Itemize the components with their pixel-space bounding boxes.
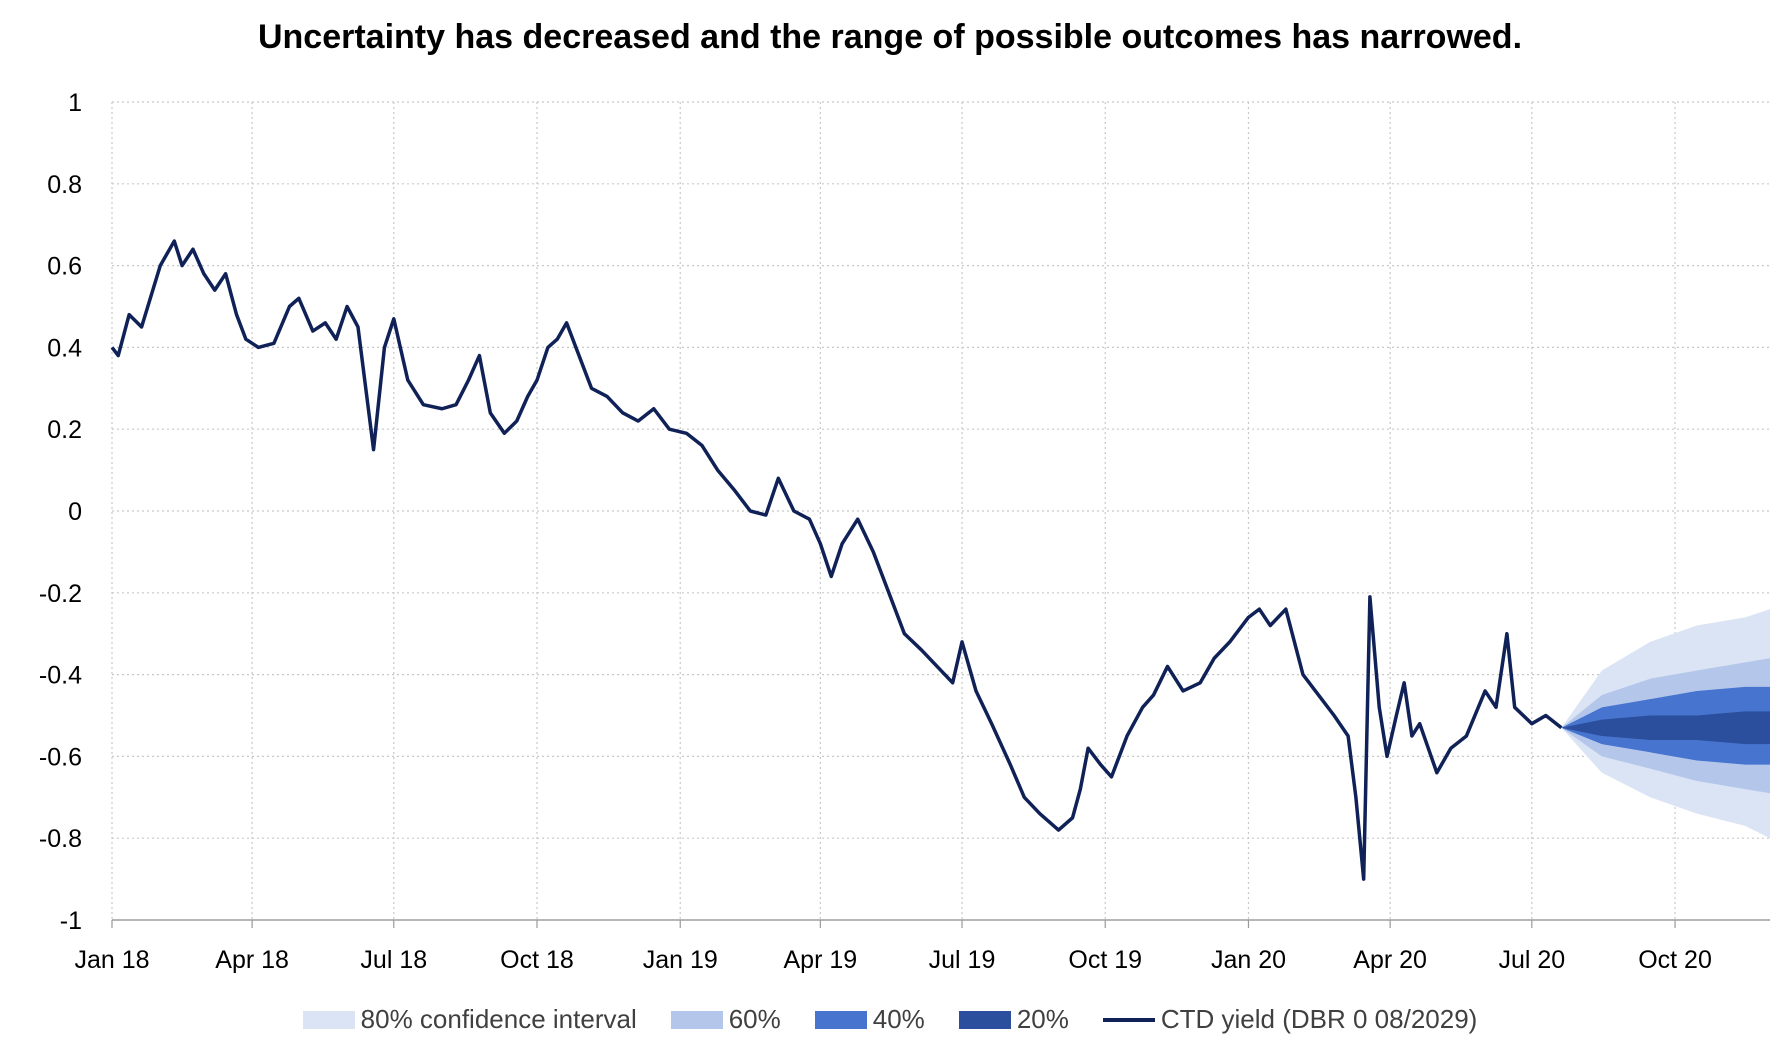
y-tick-label: 0 [68,498,82,526]
x-tick-label: Jan 18 [74,946,149,974]
x-tick-label: Jan 20 [1211,946,1286,974]
x-tick-label: Jul 20 [1498,946,1565,974]
legend-label-ctd: CTD yield (DBR 0 08/2029) [1160,1004,1478,1034]
legend-swatch-20 [958,1010,1011,1029]
legend-item-40: 40% [814,1004,925,1035]
y-tick-label: -0.2 [39,580,82,608]
y-tick-label: 0.6 [47,253,82,281]
legend-label-60: 60% [728,1004,781,1034]
x-tick-label: Jul 18 [360,946,427,974]
chart-plot: 1 0.8 0.6 0.4 0.2 0 -0.2 -0.4 -0.6 -0.8 -1 Jan 18 Ap… [39,89,1770,974]
x-tick-label: Apr 19 [784,946,858,974]
chart-title: Uncertainty has decreased and the range … [257,18,1523,56]
y-tick-label: 1 [68,89,82,117]
legend-swatch-80 [302,1010,355,1029]
x-tick-label: Jan 19 [643,946,718,974]
legend-item-ctd: CTD yield (DBR 0 08/2029) [1102,1004,1478,1035]
legend-label-20: 20% [1016,1004,1069,1034]
legend-label-80: 80% confidence interval [360,1004,637,1034]
y-tick-label: 0.4 [47,334,82,362]
x-tick-label: Oct 20 [1638,946,1712,974]
legend-label-40: 40% [872,1004,925,1034]
x-tick-label: Apr 18 [215,946,289,974]
x-tick-label: Apr 20 [1353,946,1427,974]
chart-legend: 80% confidence interval 60% 40% 20% CTD … [0,1004,1780,1035]
y-tick-label: -0.6 [39,743,82,771]
y-tick-label: -0.8 [39,825,82,853]
legend-line-ctd [1102,1017,1155,1022]
x-tick-label: Oct 19 [1068,946,1142,974]
ctd-yield-line [110,239,1563,881]
legend-item-60: 60% [670,1004,781,1035]
legend-item-20: 20% [958,1004,1069,1035]
y-tick-label: -0.4 [39,662,82,690]
fan-band-20- [1561,711,1770,745]
x-tick-label: Oct 18 [500,946,574,974]
y-tick-label: 0.2 [47,416,82,444]
y-tick-label: 0.8 [47,171,82,199]
x-tick-label: Jul 19 [929,946,996,974]
legend-swatch-60 [670,1010,723,1029]
legend-item-80: 80% confidence interval [302,1004,637,1035]
legend-swatch-40 [814,1010,867,1029]
y-tick-label: -1 [60,907,82,935]
